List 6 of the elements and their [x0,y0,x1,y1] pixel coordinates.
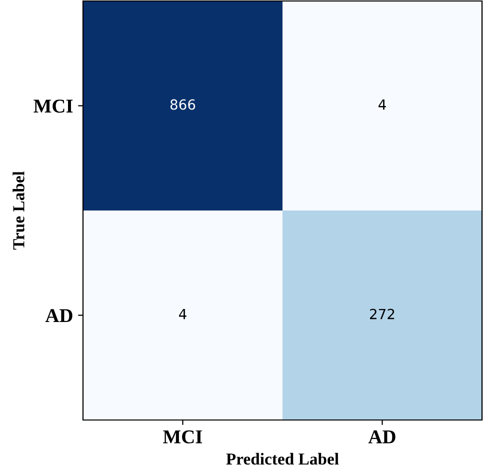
data-label: 866 [170,99,196,110]
x-axis-title: Predicted Label [226,452,339,465]
y-axis-title: True Label [12,171,24,250]
data-label: 4 [378,99,386,110]
data-label: 4 [179,308,186,320]
data-label: 272 [370,308,394,320]
